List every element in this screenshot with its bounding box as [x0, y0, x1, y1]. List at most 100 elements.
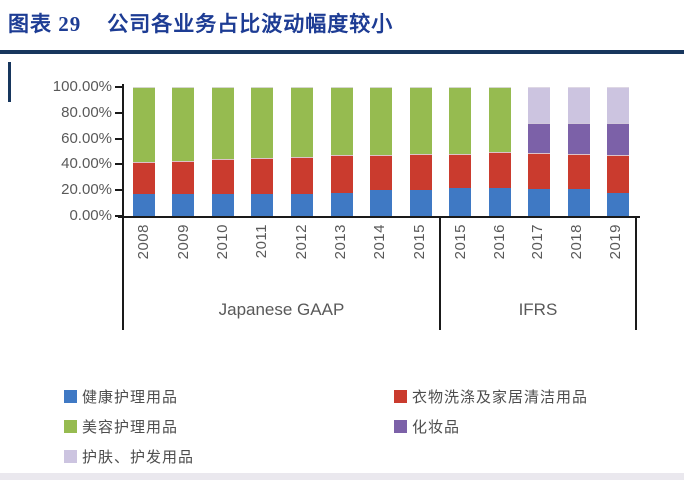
year-label-slot: 2015 — [441, 218, 480, 290]
legend-label: 衣物洗涤及家居清洁用品 — [412, 389, 589, 406]
bar-segment — [488, 87, 511, 152]
stacked-bar — [132, 87, 155, 216]
bar-slot — [124, 87, 164, 216]
legend-label: 化妆品 — [412, 419, 461, 436]
bar-segment — [211, 194, 234, 216]
year-label: 2015 — [410, 224, 428, 260]
bar-segment — [567, 188, 590, 216]
y-axis-tick-label: 40.00% — [61, 155, 112, 173]
legend-label: 美容护理用品 — [82, 419, 179, 436]
bar-segment — [132, 194, 155, 216]
bar-segment — [567, 154, 590, 189]
y-axis-tick-mark — [115, 111, 122, 114]
bar-segment — [528, 123, 551, 153]
stacked-bar — [172, 87, 195, 216]
bar-segment — [172, 87, 195, 161]
bar-segment — [370, 87, 393, 156]
bar-group — [124, 87, 440, 216]
bar-slot — [322, 87, 362, 216]
year-label-slot: 2010 — [203, 218, 242, 290]
year-label-slot: 2011 — [242, 218, 281, 290]
plot-area — [124, 87, 638, 216]
bar-segment — [330, 87, 353, 156]
bar-segment — [290, 156, 313, 195]
bar-segment — [607, 123, 630, 156]
year-label-slot: 2015 — [400, 218, 439, 290]
accounting-standard-group-label: Japanese GAAP — [218, 300, 345, 319]
y-axis-tick-label: 100.00% — [52, 78, 112, 95]
bar-segment — [607, 87, 630, 124]
legend-swatch — [64, 450, 77, 463]
year-label: 2013 — [331, 224, 349, 260]
bar-segment — [330, 192, 353, 216]
bar-segment — [488, 187, 511, 216]
stacked-bar — [370, 87, 393, 216]
bar-segment — [449, 187, 472, 216]
bar-segment — [607, 192, 630, 216]
bar-segment — [211, 159, 234, 195]
bar-segment — [132, 87, 155, 162]
legend-swatch — [64, 420, 77, 433]
year-label: 2010 — [213, 224, 231, 260]
bar-segment — [409, 154, 432, 191]
bar-slot — [440, 87, 480, 216]
legend-item: 护肤、护发用品 — [64, 448, 394, 466]
stacked-bar — [449, 87, 472, 216]
year-label-slot: 2013 — [321, 218, 360, 290]
stacked-bar — [488, 87, 511, 216]
year-label: 2016 — [490, 224, 508, 260]
bar-segment — [567, 123, 590, 155]
year-label-slot: 2016 — [480, 218, 519, 290]
year-label: 2019 — [607, 224, 625, 260]
year-label: 2018 — [568, 224, 586, 260]
bar-slot — [361, 87, 401, 216]
year-label-slot: 2014 — [360, 218, 399, 290]
y-axis-tick-label: 20.00% — [61, 181, 112, 199]
bar-segment — [290, 194, 313, 216]
bottom-strip — [0, 473, 684, 480]
legend-swatch — [394, 390, 407, 403]
year-label-slot: 2009 — [163, 218, 202, 290]
figure-header: 图表 29 公司各业务占比波动幅度较小 — [8, 8, 668, 38]
bar-slot — [480, 87, 520, 216]
y-axis-tick-mark — [115, 189, 122, 192]
bar-slot — [519, 87, 559, 216]
header-rule — [0, 50, 684, 54]
left-accent-line — [8, 62, 11, 102]
legend-item: 健康护理用品 — [64, 388, 394, 406]
legend-label: 护肤、护发用品 — [82, 449, 195, 466]
bar-segment — [409, 87, 432, 155]
bar-segment — [488, 151, 511, 188]
year-label: 2014 — [371, 224, 389, 260]
x-axis-line — [118, 216, 640, 218]
legend-item: 美容护理用品 — [64, 418, 394, 436]
year-label: 2009 — [174, 224, 192, 260]
bar-segment — [370, 155, 393, 191]
y-axis-line — [122, 84, 124, 218]
category-group: 2008 2009 2010 2011 2012 2013 2014 2015 Japanese… — [122, 218, 439, 330]
year-label-slot: 2018 — [557, 218, 596, 290]
category-axis: 2008 2009 2010 2011 2012 2013 2014 2015 Japanese… — [122, 218, 637, 330]
bar-slot — [243, 87, 283, 216]
bar-segment — [449, 154, 472, 188]
bar-segment — [567, 87, 590, 124]
year-label-slot: 2008 — [124, 218, 163, 290]
stacked-bar — [211, 87, 234, 216]
legend-label: 健康护理用品 — [82, 389, 179, 406]
bar-segment — [251, 157, 274, 195]
bar-segment — [409, 190, 432, 216]
bar-segment — [251, 87, 274, 158]
legend-swatch — [64, 390, 77, 403]
bar-segment — [528, 188, 551, 216]
stacked-bar — [290, 87, 313, 216]
bar-slot — [164, 87, 204, 216]
bar-segment — [251, 194, 274, 216]
bar-segment — [172, 194, 195, 216]
bar-slot — [598, 87, 638, 216]
bar-segment — [330, 155, 353, 193]
bar-segment — [528, 87, 551, 124]
year-label: 2012 — [292, 224, 310, 260]
stacked-bar — [528, 87, 551, 216]
year-label-slot: 2012 — [281, 218, 320, 290]
